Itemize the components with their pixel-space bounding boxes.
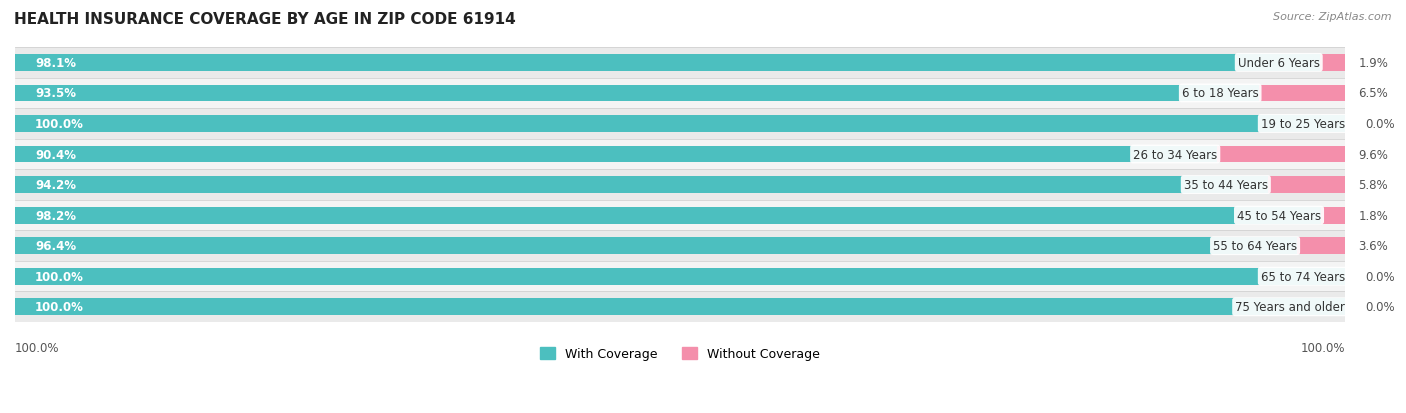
Text: 98.2%: 98.2% bbox=[35, 209, 76, 222]
Text: 90.4%: 90.4% bbox=[35, 148, 76, 161]
Bar bbox=[15, 116, 1346, 133]
Bar bbox=[1218, 146, 1346, 163]
Text: 0.0%: 0.0% bbox=[1365, 118, 1395, 131]
Bar bbox=[15, 48, 1346, 78]
Text: 100.0%: 100.0% bbox=[35, 118, 84, 131]
Text: 1.8%: 1.8% bbox=[1358, 209, 1388, 222]
Text: 6 to 18 Years: 6 to 18 Years bbox=[1182, 87, 1258, 100]
Bar bbox=[15, 55, 1320, 71]
Text: 35 to 44 Years: 35 to 44 Years bbox=[1184, 179, 1268, 192]
Bar bbox=[15, 299, 1346, 316]
Text: 55 to 64 Years: 55 to 64 Years bbox=[1213, 240, 1298, 253]
Legend: With Coverage, Without Coverage: With Coverage, Without Coverage bbox=[534, 342, 825, 366]
Text: 100.0%: 100.0% bbox=[35, 270, 84, 283]
Bar bbox=[15, 268, 1346, 285]
Bar bbox=[15, 200, 1346, 231]
Text: 93.5%: 93.5% bbox=[35, 87, 76, 100]
Text: 98.1%: 98.1% bbox=[35, 57, 76, 70]
Bar bbox=[1322, 207, 1346, 224]
Text: 1.9%: 1.9% bbox=[1358, 57, 1388, 70]
Text: Under 6 Years: Under 6 Years bbox=[1237, 57, 1320, 70]
Bar bbox=[15, 85, 1258, 102]
Bar bbox=[15, 231, 1346, 261]
Bar bbox=[15, 292, 1346, 322]
Text: 100.0%: 100.0% bbox=[35, 301, 84, 313]
Bar bbox=[15, 207, 1322, 224]
Text: 3.6%: 3.6% bbox=[1358, 240, 1388, 253]
Bar bbox=[1268, 177, 1346, 194]
Bar bbox=[1298, 238, 1346, 254]
Text: 0.0%: 0.0% bbox=[1365, 270, 1395, 283]
Bar bbox=[15, 78, 1346, 109]
Bar bbox=[15, 177, 1268, 194]
Text: 26 to 34 Years: 26 to 34 Years bbox=[1133, 148, 1218, 161]
Text: 19 to 25 Years: 19 to 25 Years bbox=[1261, 118, 1346, 131]
Text: Source: ZipAtlas.com: Source: ZipAtlas.com bbox=[1274, 12, 1392, 22]
Bar bbox=[15, 146, 1218, 163]
Text: HEALTH INSURANCE COVERAGE BY AGE IN ZIP CODE 61914: HEALTH INSURANCE COVERAGE BY AGE IN ZIP … bbox=[14, 12, 516, 27]
Text: 5.8%: 5.8% bbox=[1358, 179, 1388, 192]
Bar bbox=[15, 261, 1346, 292]
Text: 45 to 54 Years: 45 to 54 Years bbox=[1237, 209, 1322, 222]
Text: 9.6%: 9.6% bbox=[1358, 148, 1388, 161]
Bar bbox=[15, 109, 1346, 140]
Text: 100.0%: 100.0% bbox=[1301, 342, 1346, 354]
Text: 94.2%: 94.2% bbox=[35, 179, 76, 192]
Bar bbox=[15, 170, 1346, 200]
Bar bbox=[1320, 55, 1346, 71]
Text: 6.5%: 6.5% bbox=[1358, 87, 1388, 100]
Text: 96.4%: 96.4% bbox=[35, 240, 76, 253]
Bar bbox=[15, 238, 1298, 254]
Text: 75 Years and older: 75 Years and older bbox=[1234, 301, 1346, 313]
Text: 0.0%: 0.0% bbox=[1365, 301, 1395, 313]
Text: 100.0%: 100.0% bbox=[15, 342, 59, 354]
Text: 65 to 74 Years: 65 to 74 Years bbox=[1261, 270, 1346, 283]
Bar bbox=[1258, 85, 1346, 102]
Bar bbox=[15, 140, 1346, 170]
